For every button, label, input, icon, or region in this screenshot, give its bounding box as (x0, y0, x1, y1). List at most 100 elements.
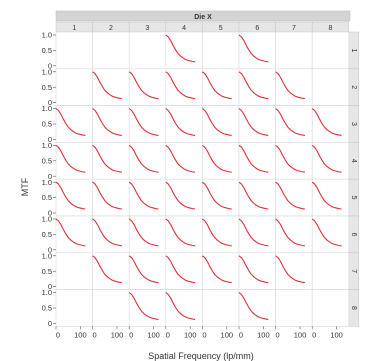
mtf-curve (238, 71, 269, 100)
mtf-curve (165, 71, 196, 100)
mtf-curve (202, 255, 232, 284)
panel (128, 289, 167, 327)
panel (275, 68, 313, 106)
y-tick-label: 0 (48, 319, 52, 328)
column-facet-header (55, 10, 351, 22)
mtf-curve (238, 34, 269, 63)
y-tick-label: 0.5 (42, 230, 52, 239)
y-tick-label: 1.0 (42, 104, 52, 113)
column-header-label: 2 (109, 25, 113, 32)
panel (275, 178, 313, 217)
panel (128, 105, 167, 143)
y-tick-label: 1.0 (42, 178, 52, 187)
mtf-curve (202, 181, 232, 210)
panel (238, 289, 276, 327)
x-tick-label: 100 (221, 330, 234, 339)
y-axis-label: MTF (20, 177, 30, 196)
panel (92, 142, 130, 180)
mtf-curve (128, 71, 159, 100)
panel (275, 31, 313, 70)
mtf-curve (275, 71, 305, 100)
panel (202, 105, 240, 143)
mtf-curve (202, 144, 232, 173)
panel (202, 289, 240, 327)
row-header-label: 2 (350, 85, 357, 89)
mtf-curve (55, 108, 86, 136)
panel (92, 215, 130, 254)
panel (92, 178, 130, 217)
panel (238, 215, 276, 254)
panel (311, 142, 350, 180)
panel (165, 215, 203, 254)
y-tick-label: 0.5 (42, 46, 52, 55)
mtf-curve (275, 181, 305, 210)
panel (202, 215, 240, 254)
x-tick-label: 0 (239, 330, 243, 339)
panel (55, 31, 93, 70)
mtf-curve (275, 218, 305, 247)
panel (238, 31, 276, 70)
panel (238, 142, 276, 180)
y-tick-label: 0 (48, 245, 52, 254)
x-tick-label: 100 (147, 330, 160, 339)
x-tick-label: 0 (129, 330, 133, 339)
mtf-curve (55, 218, 86, 247)
mtf-curve (238, 144, 269, 173)
x-tick-label: 100 (257, 330, 270, 339)
panel (238, 68, 276, 106)
panel (238, 252, 276, 290)
mtf-curve (128, 292, 159, 320)
row-header-label: 1 (350, 48, 357, 52)
x-tick-label: 100 (74, 330, 87, 339)
mtf-curve (238, 218, 269, 247)
mtf-curve (275, 255, 305, 284)
panel (55, 215, 93, 254)
row-header-label: 5 (350, 196, 357, 200)
mtf-curve (202, 218, 232, 247)
column-header-label: 5 (219, 25, 223, 32)
mtf-curve (165, 181, 196, 210)
y-tick-label: 1.0 (42, 67, 52, 76)
mtf-curve (275, 108, 305, 136)
panel (311, 215, 350, 254)
y-tick-label: 1.0 (42, 141, 52, 150)
x-tick-label: 100 (330, 330, 343, 339)
panel (128, 215, 167, 254)
panel (275, 142, 313, 180)
panel (238, 178, 276, 217)
y-tick-label: 1.0 (42, 288, 52, 297)
mtf-curve (165, 218, 196, 247)
panel (55, 252, 93, 290)
panel (165, 105, 203, 143)
panel (311, 252, 350, 290)
mtf-curve (165, 108, 196, 136)
x-tick-label: 100 (184, 330, 197, 339)
column-header-label: 4 (182, 25, 186, 32)
panel (128, 178, 167, 217)
y-tick-label: 1.0 (42, 251, 52, 260)
row-header-label: 8 (350, 306, 357, 310)
mtf-curve (311, 181, 342, 210)
column-facet-title: Die X (194, 14, 212, 21)
x-tick-label: 100 (111, 330, 124, 339)
row-header-label: 4 (350, 159, 357, 163)
mtf-curve (128, 255, 159, 284)
panel (165, 68, 203, 106)
mtf-curve (92, 71, 122, 100)
panel (55, 289, 93, 327)
panel (165, 252, 203, 290)
y-tick-label: 0.5 (42, 193, 52, 202)
panel (165, 289, 203, 327)
mtf-curve (311, 144, 342, 173)
y-tick-label: 1.0 (42, 31, 52, 40)
y-tick-label: 1.0 (42, 215, 52, 224)
panel (128, 252, 167, 290)
panel (202, 178, 240, 217)
y-tick-label: 0 (48, 98, 52, 107)
mtf-curve (311, 218, 342, 247)
x-tick-label: 0 (166, 330, 170, 339)
panel (128, 68, 167, 106)
panel (92, 105, 130, 143)
panel (311, 105, 350, 143)
mtf-curve (165, 34, 196, 63)
